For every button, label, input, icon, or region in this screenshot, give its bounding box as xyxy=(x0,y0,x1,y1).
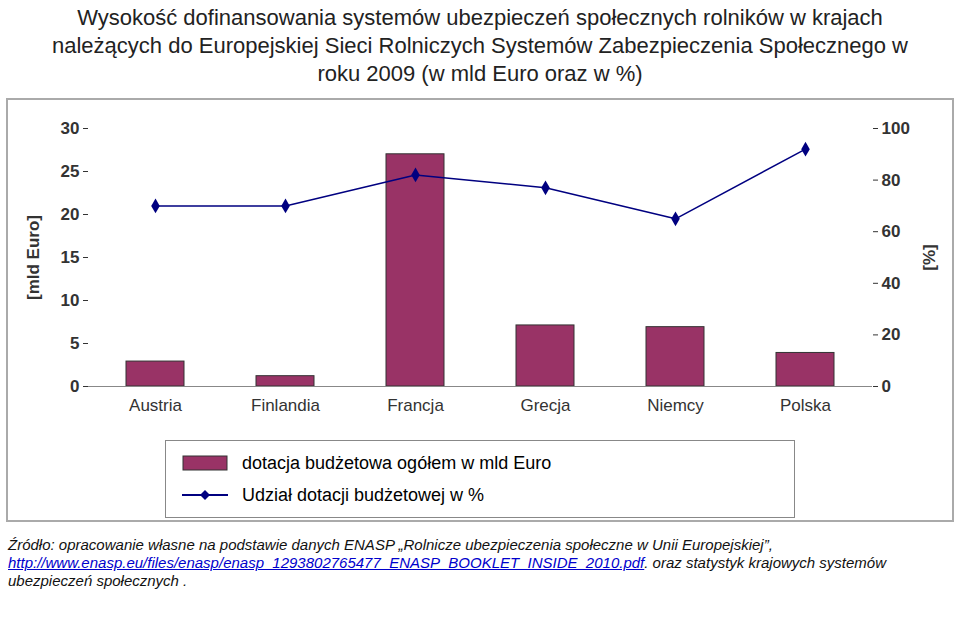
svg-text:[%]: [%] xyxy=(920,244,939,270)
svg-text:20: 20 xyxy=(61,205,80,224)
html-text:Udział dotacji budżetowej w %: Udział dotacji budżetowej w % xyxy=(242,484,485,505)
svg-text:40: 40 xyxy=(882,274,901,293)
svg-text:Polska: Polska xyxy=(780,396,832,415)
svg-text:Finlandia: Finlandia xyxy=(251,396,321,415)
svg-text:25: 25 xyxy=(61,162,80,181)
svg-text:10: 10 xyxy=(61,291,80,310)
svg-text:0: 0 xyxy=(70,377,79,396)
svg-text:Austria: Austria xyxy=(129,396,182,415)
svg-text:Grecja: Grecja xyxy=(520,396,571,415)
svg-text:100: 100 xyxy=(882,119,910,138)
svg-text:80: 80 xyxy=(882,171,901,190)
html-text:Źródło: opracowanie własne na: Źródło: opracowanie własne na podstawie … xyxy=(8,536,773,553)
svg-text:Niemcy: Niemcy xyxy=(647,396,704,415)
svg-text:30: 30 xyxy=(61,119,80,138)
svg-text:0: 0 xyxy=(882,377,891,396)
svg-text:60: 60 xyxy=(882,222,901,241)
html-text:dotacja budżetowa ogółem w mld: dotacja budżetowa ogółem w mld Euro xyxy=(242,452,552,473)
html-text:Wysokość dofinansowania system: Wysokość dofinansowania systemów ubezpie… xyxy=(52,5,908,86)
svg-text:5: 5 xyxy=(70,334,79,353)
svg-text:Francja: Francja xyxy=(387,396,444,415)
svg-text:15: 15 xyxy=(61,248,80,267)
svg-text:20: 20 xyxy=(882,325,901,344)
svg-text:[mld Euro]: [mld Euro] xyxy=(24,215,43,300)
html-text:http://www.enasp.eu/files/enas: http://www.enasp.eu/files/enasp/enasp_12… xyxy=(8,554,886,589)
